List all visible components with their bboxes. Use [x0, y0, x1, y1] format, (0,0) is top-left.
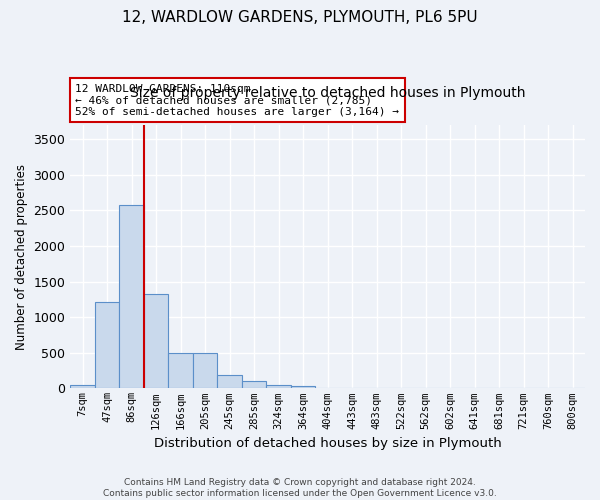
Text: Contains HM Land Registry data © Crown copyright and database right 2024.
Contai: Contains HM Land Registry data © Crown c…	[103, 478, 497, 498]
Bar	[242, 380, 266, 388]
Text: 12 WARDLOW GARDENS: 110sqm
← 46% of detached houses are smaller (2,785)
52% of s: 12 WARDLOW GARDENS: 110sqm ← 46% of deta…	[76, 84, 400, 117]
Bar	[95, 302, 119, 388]
Bar	[291, 386, 316, 388]
Bar	[266, 385, 291, 388]
Bar	[193, 354, 217, 388]
Bar	[217, 375, 242, 388]
Bar	[169, 354, 193, 388]
Y-axis label: Number of detached properties: Number of detached properties	[15, 164, 28, 350]
X-axis label: Distribution of detached houses by size in Plymouth: Distribution of detached houses by size …	[154, 437, 502, 450]
Bar	[119, 204, 144, 388]
Title: Size of property relative to detached houses in Plymouth: Size of property relative to detached ho…	[130, 86, 526, 100]
Text: 12, WARDLOW GARDENS, PLYMOUTH, PL6 5PU: 12, WARDLOW GARDENS, PLYMOUTH, PL6 5PU	[122, 10, 478, 25]
Bar	[144, 294, 169, 388]
Bar	[70, 385, 95, 388]
